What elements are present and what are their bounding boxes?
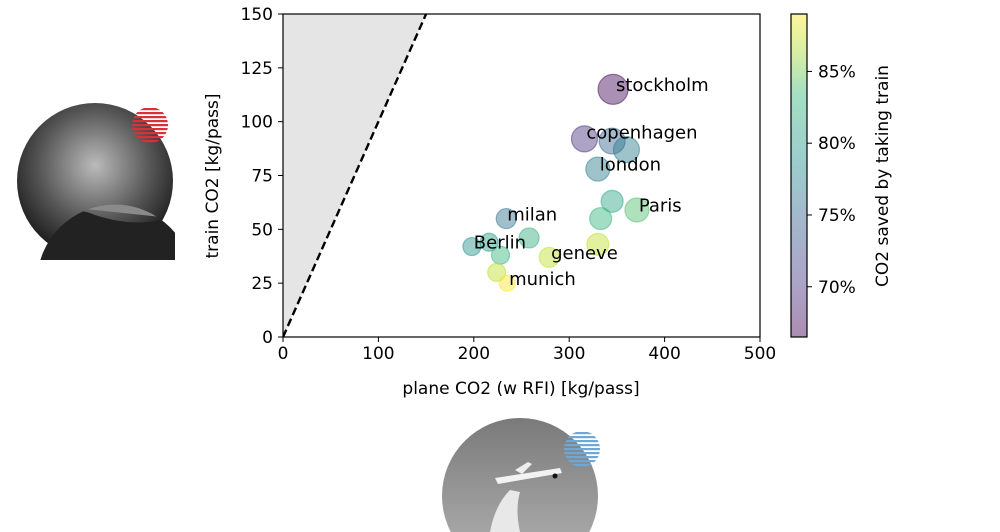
- y-tick-label: 75: [251, 167, 273, 187]
- data-point: [612, 136, 641, 164]
- axes: 0 100 200 300 400 500 0 25 50 75 100 125 150: [241, 5, 777, 364]
- plot-area: [283, 14, 650, 337]
- point-label: Berlin: [474, 232, 526, 253]
- data-point: [495, 207, 517, 230]
- y-axis-label: train CO2 [kg/pass]: [203, 94, 223, 259]
- colorbar-tick-label: 70%: [818, 278, 856, 298]
- data-point: [597, 73, 629, 105]
- colorbar-label: CO2 saved by taking train: [873, 65, 893, 287]
- colorbar-tick-label: 75%: [818, 206, 856, 226]
- point-label: copenhagen: [586, 122, 697, 143]
- point-label: milan: [507, 204, 557, 225]
- train-photo: [17, 102, 175, 260]
- blue-accent-circle: [564, 431, 600, 467]
- x-tick-label: 100: [362, 344, 394, 364]
- colorbar: 70% 75% 80% 85% CO2 saved by taking train: [790, 13, 893, 338]
- x-tick-label: 500: [744, 344, 776, 364]
- colorbar-tick-label: 80%: [818, 134, 856, 154]
- colorbar-tick-label: 85%: [818, 62, 856, 82]
- colorbar-gradient: [791, 14, 807, 337]
- data-point: [624, 197, 650, 223]
- data-point: [600, 189, 624, 213]
- plane-photo: [442, 418, 600, 532]
- data-point: [487, 262, 507, 282]
- point-label: geneve: [551, 243, 618, 264]
- red-accent-circle: [132, 107, 168, 143]
- x-tick-label: 200: [458, 344, 490, 364]
- point-label: Paris: [639, 196, 682, 217]
- x-tick-label: 400: [648, 344, 680, 364]
- data-point: [585, 156, 611, 182]
- data-point: [586, 232, 610, 257]
- data-point: [570, 125, 599, 153]
- reference-line: [283, 14, 428, 337]
- point-label: london: [600, 155, 661, 176]
- y-tick-label: 25: [251, 274, 273, 294]
- x-tick-label: 300: [553, 344, 585, 364]
- data-point: [479, 232, 499, 252]
- data-point: [518, 227, 540, 249]
- point-label: munich: [509, 269, 576, 290]
- point-labels: stockholm copenhagen london Paris milan Berli…: [474, 75, 709, 290]
- data-point: [598, 127, 626, 155]
- y-tick-label: 100: [241, 113, 273, 133]
- x-tick-label: 0: [278, 344, 289, 364]
- data-point: [589, 206, 613, 231]
- data-point: [538, 246, 560, 268]
- data-point: [498, 274, 516, 292]
- point-label: stockholm: [616, 75, 709, 96]
- y-tick-label: 125: [241, 59, 273, 79]
- y-tick-label: 0: [262, 328, 273, 348]
- y-tick-label: 150: [241, 5, 273, 25]
- y-tick-label: 50: [251, 220, 273, 240]
- x-axis-label: plane CO2 (w RFI) [kg/pass]: [402, 379, 639, 399]
